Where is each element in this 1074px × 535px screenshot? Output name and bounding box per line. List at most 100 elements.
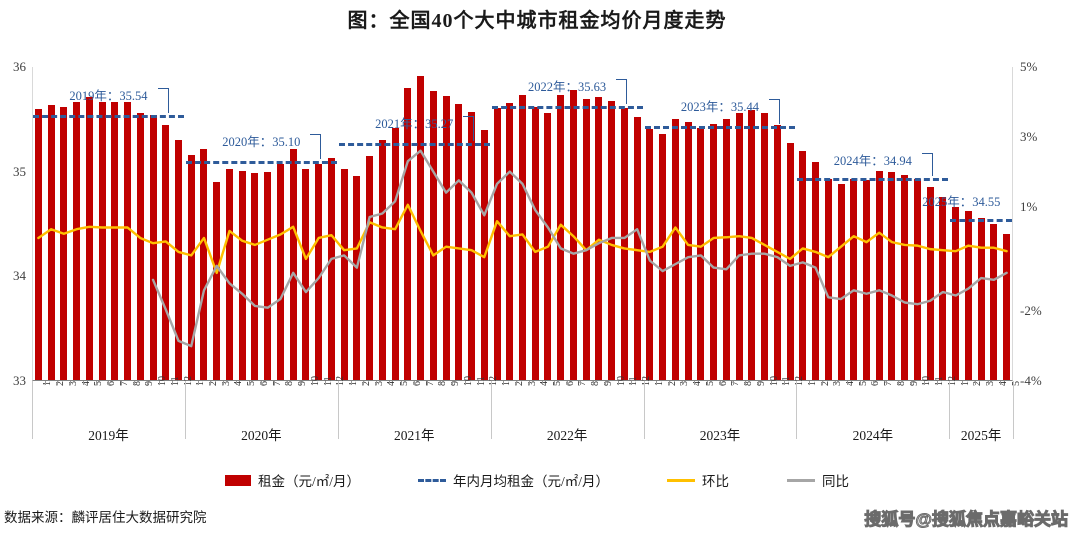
chart-title: 图：全国40个大中城市租金均价月度走势 <box>347 10 727 32</box>
month-tick <box>1000 381 1002 385</box>
month-tick <box>172 381 174 385</box>
month-tick <box>923 381 925 385</box>
y-tick-left: 33 <box>13 373 26 388</box>
bar <box>162 124 170 381</box>
source-note: 数据来源：麟评居住大数据研究院 <box>4 510 207 525</box>
legend-item-yoy-growth[interactable]: 同比 <box>787 470 849 490</box>
legend-item-yearly-avg-rent[interactable]: 年内月均租金（元/㎡/月） <box>418 470 609 490</box>
bar <box>710 123 718 381</box>
bar <box>837 184 845 381</box>
month-tick <box>541 381 543 385</box>
bar <box>251 172 259 381</box>
year-separator <box>32 381 33 439</box>
month-tick <box>579 381 581 385</box>
legend-item-mom-growth[interactable]: 环比 <box>667 470 729 490</box>
year-label-2019: 2019年 <box>88 428 129 443</box>
month-tick <box>350 381 352 385</box>
month-tick <box>121 381 123 385</box>
legend-swatch-bar-icon <box>224 474 251 486</box>
bar <box>276 164 284 381</box>
month-tick <box>477 381 479 385</box>
month-tick <box>719 381 721 385</box>
month-tick <box>70 381 72 385</box>
month-tick <box>426 381 428 385</box>
month-tick <box>375 381 377 385</box>
month-tick <box>503 381 505 385</box>
avg-2024-label: 2024年：34.94 <box>833 153 912 168</box>
month-tick <box>770 381 772 385</box>
month-tick <box>987 381 989 385</box>
month-tick <box>235 381 237 385</box>
legend-item-rent-bar[interactable]: 租金（元/㎡/月） <box>224 470 360 490</box>
line-series-overlay <box>37 149 1008 348</box>
bar <box>659 134 667 381</box>
year-separator <box>490 381 492 439</box>
bar <box>684 122 692 381</box>
avg-2019-bracket <box>157 88 169 114</box>
mom-line <box>37 203 1008 275</box>
month-tick <box>82 381 84 385</box>
y-tick-right: -2% <box>1020 303 1042 319</box>
month-tick <box>528 381 530 385</box>
bar <box>60 106 68 381</box>
month-tick <box>630 381 632 385</box>
month-tick <box>911 381 913 385</box>
watermark: 搜狐号@搜狐焦点嘉峪关站 <box>864 510 1069 530</box>
month-tick <box>312 381 314 385</box>
bar <box>340 168 348 381</box>
bar <box>799 150 807 381</box>
month-tick <box>605 381 607 385</box>
bar <box>136 113 144 381</box>
month-tick <box>388 381 390 385</box>
y-tick-right: 3% <box>1020 128 1038 144</box>
bar <box>455 103 463 381</box>
month-tick <box>732 381 734 385</box>
bar <box>366 155 374 381</box>
bar <box>225 168 233 381</box>
bar <box>85 97 93 381</box>
month-tick <box>286 381 288 385</box>
legend-label: 租金（元/㎡/月） <box>257 474 360 489</box>
year-separator <box>1013 381 1014 439</box>
legend-swatch-dashed-line-icon <box>418 478 446 482</box>
month-tick <box>592 381 594 385</box>
bar <box>812 162 820 381</box>
month-tick <box>885 381 887 385</box>
bar <box>111 101 119 381</box>
year-label-2025: 2025年 <box>960 428 1002 443</box>
month-tick <box>745 381 747 385</box>
bar <box>646 128 654 381</box>
month-tick <box>707 381 709 385</box>
bar <box>404 87 412 381</box>
yoy-line <box>151 149 1008 348</box>
month-tick <box>834 381 836 385</box>
year-separator <box>796 381 798 439</box>
y-tick-left: 34 <box>13 268 26 284</box>
bar <box>200 148 208 381</box>
month-tick <box>210 381 212 385</box>
year-separator <box>643 381 645 439</box>
month-tick <box>95 381 97 385</box>
month-tick <box>694 381 696 385</box>
bar <box>926 187 934 381</box>
bar <box>213 182 221 381</box>
bar <box>977 217 985 381</box>
month-tick <box>669 381 670 385</box>
y-tick-left: 35 <box>13 163 26 179</box>
y-tick-right: 5% <box>1020 59 1038 74</box>
avg-2023-bracket <box>769 98 781 124</box>
bar <box>175 140 182 381</box>
legend-swatch-line-icon <box>787 478 816 482</box>
bar <box>1003 234 1011 381</box>
bar <box>34 108 42 381</box>
avg-2019-line <box>33 115 184 119</box>
month-tick <box>847 381 849 385</box>
bar <box>519 95 526 381</box>
avg-2024-line <box>797 177 949 181</box>
plot-area <box>32 67 1013 381</box>
bar <box>302 168 310 381</box>
month-tick <box>274 381 276 385</box>
avg-2021-bracket <box>463 116 475 142</box>
month-tick <box>363 381 365 385</box>
